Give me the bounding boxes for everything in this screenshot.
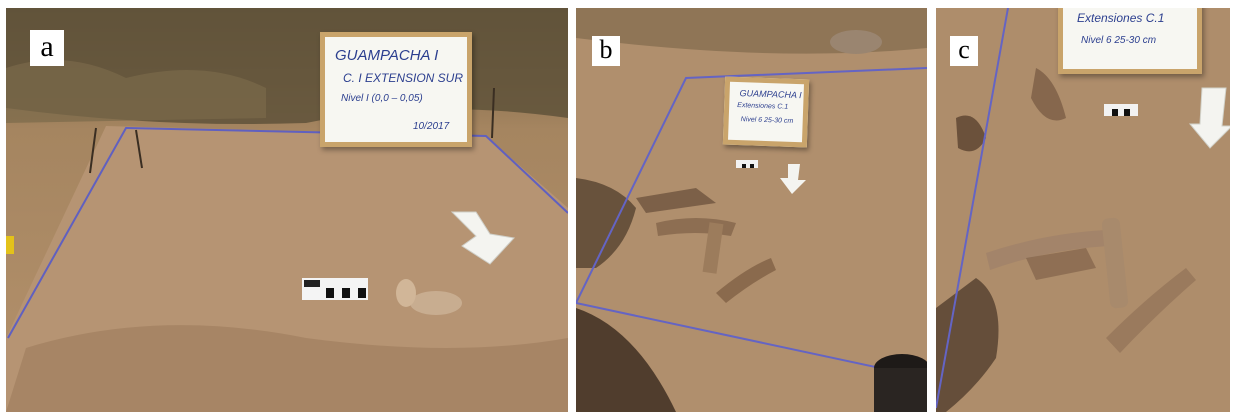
panel-label-c: c [950, 36, 978, 66]
board-a-line-4: 10/2017 [413, 121, 450, 132]
excavation-photo-c [936, 8, 1230, 412]
photo-panel-c: c Extensiones C.1 Nivel 6 25-30 cm [936, 8, 1230, 412]
panel-label-a: a [30, 30, 64, 66]
excavation-photo-a [6, 8, 568, 412]
board-c-line-2: Nivel 6 25-30 cm [1081, 35, 1157, 46]
excavation-photo-b [576, 8, 927, 412]
board-b-line-1: GUAMPACHA I [739, 88, 802, 101]
site-label-board-b: GUAMPACHA I Extensiones C.1 Nivel 6 25-3… [722, 76, 810, 148]
photo-panel-a: a GUAMPACHA I C. I EXTENSION SUR Nivel I… [6, 8, 568, 412]
board-c-line-1: Extensiones C.1 [1077, 11, 1165, 25]
site-label-board-c: Extensiones C.1 Nivel 6 25-30 cm [1058, 8, 1202, 74]
board-a-line-3: Nivel I (0,0 – 0,05) [341, 93, 423, 104]
panel-label-b: b [592, 36, 620, 66]
site-label-board-a: GUAMPACHA I C. I EXTENSION SUR Nivel I (… [320, 32, 472, 147]
board-a-line-2: C. I EXTENSION SUR [343, 71, 464, 85]
board-b-line-3: Nivel 6 25-30 cm [740, 116, 794, 125]
photo-panel-b: b GUAMPACHA I Extensiones C.1 Nivel 6 25… [576, 8, 927, 412]
board-b-line-2: Extensiones C.1 [737, 101, 789, 111]
board-a-line-1: GUAMPACHA I [335, 47, 439, 64]
